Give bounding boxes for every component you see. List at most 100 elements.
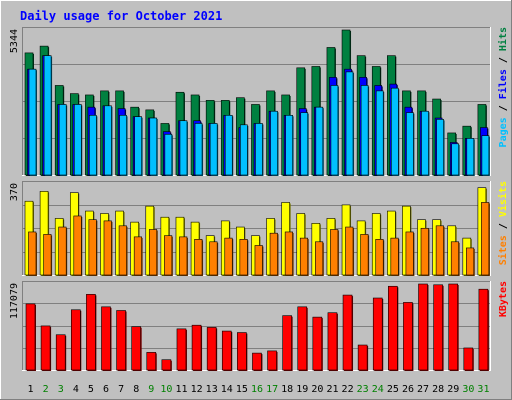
bar-kbytes [101,306,111,371]
bar-sites [209,241,218,276]
x-tick-label: 26 [402,384,414,395]
x-tick-label: 28 [432,384,444,395]
bar-kbytes [418,283,428,371]
bar-kbytes [86,294,96,371]
bar-pages [43,55,52,176]
x-tick-label: 1 [28,384,34,395]
y-max-label: 5344 [9,29,20,53]
bar-sites [330,229,339,276]
series-legend-part: KBytes [498,281,509,317]
bar-kbytes [146,352,157,371]
series-legend-part: Pages [498,117,509,147]
bar-pages [375,90,384,176]
bar-sites [43,234,52,276]
bar-pages [451,143,460,176]
x-tick-label: 11 [175,384,187,395]
bar-pages [179,120,188,176]
bar-kbytes [25,303,36,371]
series-legend-label: Pages / Files / Hits [497,27,509,147]
panel-kbytes: 117079 KBytes [9,281,509,371]
bar-kbytes [131,326,141,371]
series-legend-part: Hits [497,27,509,51]
x-tick-label: 19 [296,384,308,395]
bar-sites [239,239,248,276]
bar-kbytes [463,347,474,371]
series-legend-part: Files [497,69,509,99]
x-tick-label: 24 [372,384,384,395]
bar-sites [315,241,324,276]
bar-pages [104,105,112,176]
bar-sites [345,226,354,276]
x-tick-label: 20 [311,384,323,395]
bar-pages [436,119,444,176]
x-tick-label: 14 [221,384,233,395]
bar-pages [58,104,67,176]
bar-sites [224,237,233,276]
x-tick-label: 8 [133,384,139,395]
bar-kbytes [116,310,126,371]
series-legend-part: Visits [497,181,509,217]
bar-sites [269,232,278,276]
panel-hits-files-pages: 5344 Pages / Files / Hits [9,27,509,177]
bar-kbytes [267,350,277,371]
bar-sites [194,239,203,276]
bar-pages [481,135,490,176]
bar-kbytes [312,316,323,371]
bar-pages [240,124,248,176]
bar-sites [73,215,82,276]
x-tick-label: 5 [88,384,94,395]
bar-pages [466,138,475,176]
x-tick-label: 16 [251,384,263,395]
bar-sites [390,237,399,276]
bar-kbytes [478,288,489,371]
x-tick-label: 9 [148,384,154,395]
bar-pages [119,115,127,176]
bar-kbytes [70,309,81,371]
bar-kbytes [237,332,247,371]
x-tick-label: 15 [236,384,248,395]
x-tick-label: 29 [447,384,459,395]
x-tick-label: 18 [281,384,293,395]
x-tick-label: 30 [462,384,474,395]
x-tick-label: 7 [118,384,124,395]
bar-kbytes [388,285,398,371]
bar-sites [299,237,309,276]
bar-sites [118,225,127,276]
chart-panels: 5344 Pages / Files / Hits 370 Sites / Visit… [9,27,509,371]
x-tick-label: 22 [342,384,354,395]
bar-kbytes [55,334,66,371]
bar-kbytes [357,344,368,371]
x-tick-label: 2 [43,384,49,395]
bar-sites [450,241,460,276]
series-legend-label: Sites / Visits [497,181,509,265]
bar-kbytes [221,330,232,371]
bar-sites [133,236,142,276]
bar-kbytes [191,324,202,371]
panel-visits-sites: 370 Sites / Visits [9,181,509,276]
bar-kbytes [327,312,338,371]
x-tick-label: 31 [477,384,489,395]
bar-sites [435,225,444,276]
bar-pages [345,71,354,176]
bar-pages [300,112,309,176]
bar-sites [179,236,188,276]
bar-kbytes [161,359,172,371]
bar-sites [254,245,263,276]
series-legend-part: Sites [497,235,509,265]
bar-pages [270,110,278,176]
x-tick-label: 4 [73,384,79,395]
x-axis-labels: 1 2 3 4 5 6 7 8 9 10 11 12 13 14 15 16 17 18 19 20 21 22 23 24 2… [28,384,490,395]
bar-kbytes [206,327,217,371]
x-tick-label: 21 [326,384,338,395]
bar-pages [134,116,142,176]
bar-pages [28,68,37,176]
bar-sites [360,234,369,276]
bar-sites [103,220,112,276]
bar-kbytes [252,352,262,371]
series-legend-label: KBytes [498,281,509,317]
x-tick-label: 17 [266,384,278,395]
x-tick-label: 23 [357,384,369,395]
bar-pages [391,87,399,176]
x-tick-label: 6 [103,384,109,395]
